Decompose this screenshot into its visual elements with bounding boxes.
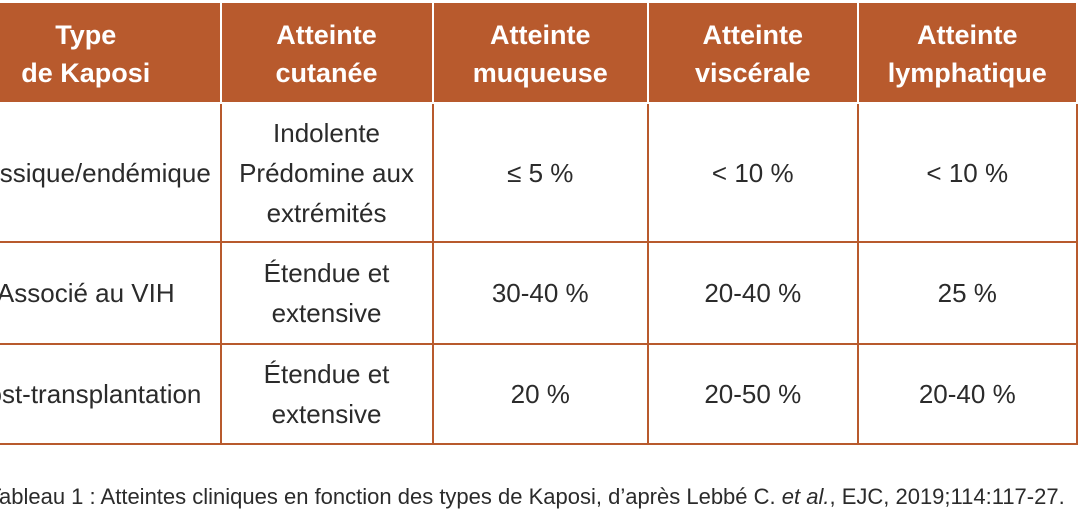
table-caption: Tableau 1 : Atteintes cliniques en fonct… [0,484,1065,510]
cell-muqueuse: 30-40 % [431,241,649,345]
header-viscerale: Atteinte viscérale [647,3,859,104]
cell-lymphatique: 25 % [856,241,1078,345]
cell-viscerale: 20-50 % [647,343,859,445]
table-row: Associé au VIH Étendue et extensive 30-4… [0,241,1078,345]
cell-type: Post-transplantation [0,343,222,445]
table-row: Post-transplantation Étendue et extensiv… [0,343,1078,445]
header-row: Type de Kaposi Atteinte cutanée Atteinte… [0,3,1078,104]
cell-muqueuse: 20 % [431,343,649,445]
kaposi-table: Type de Kaposi Atteinte cutanée Atteinte… [0,3,1078,445]
header-muqueuse: Atteinte muqueuse [431,3,649,104]
caption-suffix: , EJC, 2019;114:117-27. [829,484,1065,509]
cell-cutanee: Indolente Prédomine aux extrémités [219,102,434,243]
caption-prefix: Tableau 1 : [0,484,96,509]
cell-lymphatique: < 10 % [856,102,1078,243]
header-cutanee: Atteinte cutanée [219,3,434,104]
caption-text: Atteintes cliniques en fonction des type… [100,484,782,509]
cell-lymphatique: 20-40 % [856,343,1078,445]
cell-type: Classique/endémique [0,102,222,243]
cell-viscerale: 20-40 % [647,241,859,345]
cell-type: Associé au VIH [0,241,222,345]
cell-muqueuse: ≤ 5 % [431,102,649,243]
caption-italic: et al. [781,484,830,509]
table-container: Type de Kaposi Atteinte cutanée Atteinte… [0,3,1078,445]
cell-cutanee: Étendue et extensive [219,241,434,345]
cell-cutanee: Étendue et extensive [219,343,434,445]
header-type: Type de Kaposi [0,3,222,104]
header-lymphatique: Atteinte lymphatique [856,3,1078,104]
table-row: Classique/endémique Indolente Prédomine … [0,102,1078,243]
cell-viscerale: < 10 % [647,102,859,243]
